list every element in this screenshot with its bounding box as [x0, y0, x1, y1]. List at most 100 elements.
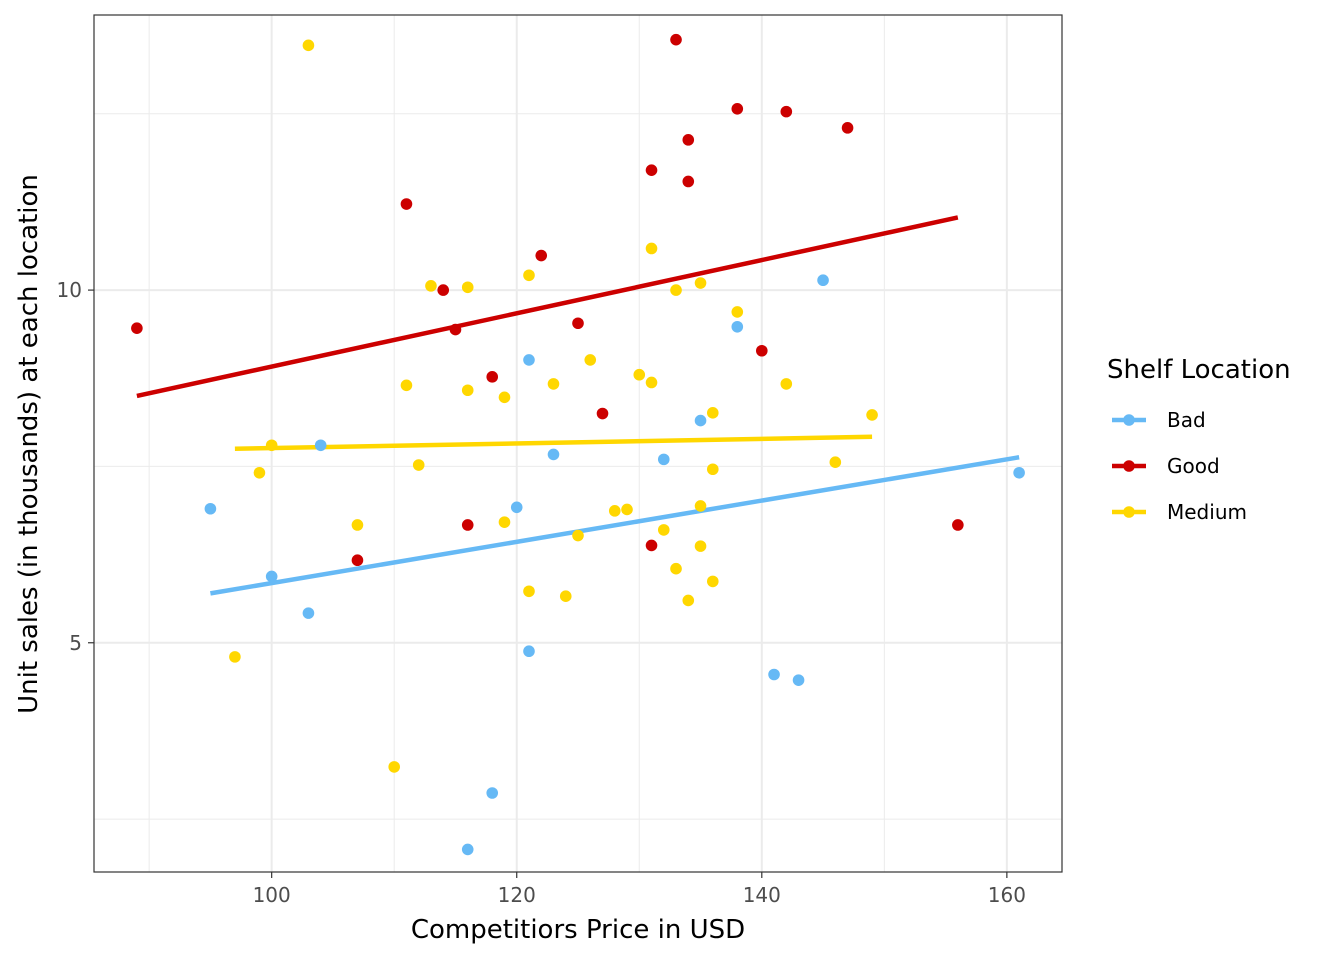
x-axis-ticks: 100 120 140 160: [253, 872, 1026, 907]
data-point-bad: [547, 448, 560, 461]
data-point-good: [400, 198, 413, 210]
data-point-medium: [608, 505, 621, 517]
data-point-medium: [694, 540, 707, 552]
data-point-medium: [412, 459, 425, 471]
legend-title: Shelf Location: [1107, 355, 1291, 385]
data-point-medium: [559, 590, 572, 603]
data-point-medium: [866, 409, 878, 421]
data-point-bad: [768, 668, 780, 681]
data-point-good: [645, 539, 658, 552]
legend: Shelf Location Bad Good Medium: [1107, 355, 1291, 524]
data-point-medium: [523, 269, 535, 282]
data-point-medium: [621, 503, 633, 516]
data-point-bad: [1013, 466, 1025, 479]
data-point-medium: [682, 594, 695, 607]
legend-key-point: [1123, 414, 1135, 426]
data-point-bad: [302, 607, 315, 619]
data-points: [131, 33, 1025, 856]
data-point-medium: [645, 376, 658, 389]
data-point-medium: [388, 761, 401, 773]
fit-line-good: [136, 215, 959, 399]
data-point-good: [841, 122, 854, 134]
data-point-bad: [523, 354, 535, 366]
y-axis-ticks: 5 10: [57, 278, 94, 655]
data-point-good: [535, 249, 548, 262]
data-point-good: [351, 554, 364, 567]
data-point-medium: [780, 378, 793, 390]
legend-label: Medium: [1167, 500, 1247, 524]
data-point-good: [461, 519, 474, 531]
data-point-medium: [731, 306, 744, 318]
data-point-medium: [302, 39, 315, 52]
data-point-good: [486, 371, 499, 383]
data-point-good: [682, 134, 695, 146]
data-point-medium: [670, 562, 682, 575]
data-point-good: [952, 519, 964, 531]
data-point-bad: [486, 787, 499, 799]
data-point-good: [780, 105, 793, 118]
data-point-bad: [510, 501, 523, 514]
data-point-medium: [694, 500, 707, 512]
legend-key-point: [1123, 460, 1135, 472]
data-point-medium: [584, 354, 597, 366]
data-point-medium: [645, 242, 658, 255]
data-point-bad: [265, 570, 278, 583]
plot-border: [93, 14, 1063, 873]
data-point-good: [449, 323, 462, 336]
data-point-good: [731, 103, 744, 115]
x-axis-title: Competitiors Price in USD: [411, 915, 745, 945]
y-tick-label: 5: [69, 631, 82, 655]
data-point-medium: [351, 519, 364, 531]
data-point-good: [596, 407, 609, 420]
minor-gridlines: [94, 15, 1062, 872]
data-point-bad: [461, 843, 474, 856]
legend-label: Bad: [1167, 408, 1206, 432]
y-axis-title: Unit sales (in thousands) at each locati…: [14, 174, 44, 714]
data-point-good: [572, 317, 584, 330]
data-point-medium: [547, 378, 560, 390]
data-point-bad: [204, 502, 217, 515]
data-point-bad: [523, 645, 535, 658]
data-point-medium: [706, 575, 719, 588]
data-point-good: [131, 322, 143, 334]
data-point-medium: [633, 368, 646, 381]
regression-lines: [136, 215, 1020, 596]
fit-line-bad: [210, 455, 1020, 596]
data-point-medium: [253, 466, 266, 479]
data-point-good: [670, 33, 682, 46]
data-point-medium: [572, 529, 584, 542]
data-point-bad: [657, 453, 670, 466]
data-point-bad: [817, 274, 829, 287]
y-tick-label: 10: [57, 278, 82, 302]
legend-key-point: [1123, 506, 1135, 518]
data-point-bad: [792, 674, 805, 686]
data-point-medium: [694, 277, 707, 289]
data-point-good: [645, 164, 658, 176]
data-point-medium: [706, 407, 719, 419]
data-point-medium: [461, 384, 474, 397]
data-point-medium: [670, 284, 682, 296]
data-point-medium: [498, 391, 511, 404]
data-point-medium: [229, 651, 241, 663]
data-point-bad: [731, 320, 744, 333]
data-point-bad: [314, 439, 327, 452]
legend-label: Good: [1167, 454, 1220, 478]
data-point-medium: [498, 516, 511, 528]
x-tick-label: 140: [743, 883, 781, 907]
data-point-medium: [657, 524, 670, 536]
data-point-good: [755, 344, 768, 357]
data-point-medium: [425, 280, 437, 292]
data-point-medium: [461, 281, 474, 294]
data-point-good: [437, 284, 450, 296]
fit-line-medium: [234, 434, 873, 452]
data-point-bad: [694, 414, 707, 427]
x-tick-label: 120: [498, 883, 536, 907]
x-tick-label: 100: [253, 883, 291, 907]
data-point-good: [682, 175, 695, 188]
data-point-medium: [523, 585, 535, 598]
data-point-medium: [829, 456, 842, 468]
x-tick-label: 160: [988, 883, 1026, 907]
major-gridlines: [94, 15, 1062, 872]
data-point-medium: [706, 463, 719, 476]
